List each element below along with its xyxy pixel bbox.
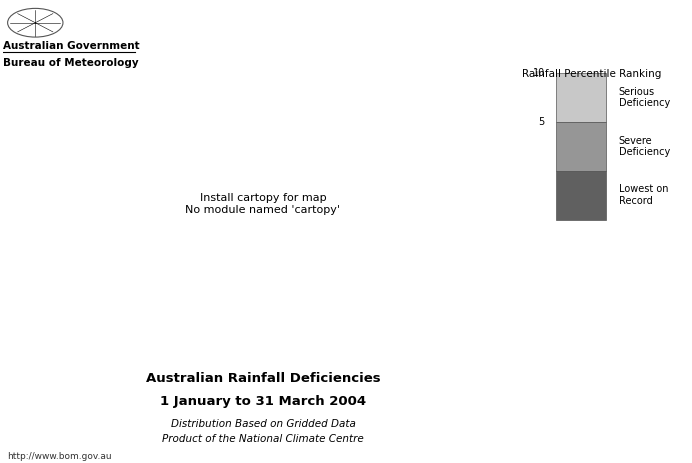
Bar [556, 171, 606, 219]
Text: Rainfall Percentile Ranking: Rainfall Percentile Ranking [522, 69, 662, 79]
Bar [556, 73, 606, 122]
Text: http://www.bom.gov.au: http://www.bom.gov.au [7, 452, 111, 461]
Text: 5: 5 [538, 117, 545, 127]
Text: 1 January to 31 March 2004: 1 January to 31 March 2004 [160, 395, 366, 408]
Text: Distribution Based on Gridded Data: Distribution Based on Gridded Data [170, 419, 356, 429]
Text: Bureau of Meteorology: Bureau of Meteorology [3, 58, 139, 68]
Text: Australian Rainfall Deficiencies: Australian Rainfall Deficiencies [145, 372, 381, 385]
Text: Australian Government: Australian Government [3, 41, 140, 50]
Text: Lowest on
Record: Lowest on Record [619, 184, 668, 206]
Text: Severe
Deficiency: Severe Deficiency [619, 136, 670, 157]
Text: Install cartopy for map
No module named 'cartopy': Install cartopy for map No module named … [185, 194, 340, 215]
Text: 10: 10 [532, 68, 545, 78]
Text: Product of the National Climate Centre: Product of the National Climate Centre [162, 434, 364, 444]
Text: Serious
Deficiency: Serious Deficiency [619, 87, 670, 108]
Bar [556, 122, 606, 171]
